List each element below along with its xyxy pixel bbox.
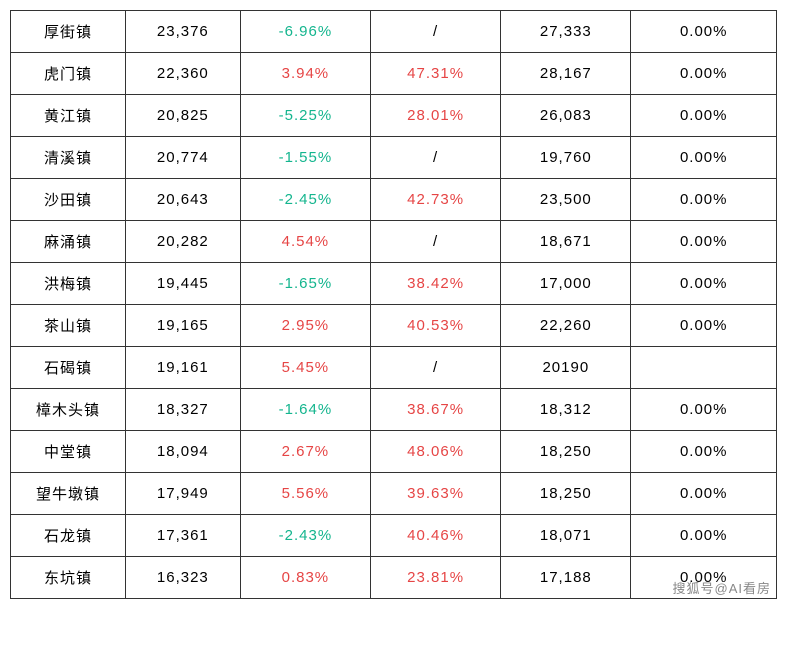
- cell-yoy: /: [371, 11, 501, 53]
- cell-price2: 23,500: [501, 179, 631, 221]
- table-row: 黄江镇20,825-5.25%28.01%26,0830.00%: [11, 95, 777, 137]
- cell-price: 20,825: [125, 95, 240, 137]
- table-row: 茶山镇19,1652.95%40.53%22,2600.00%: [11, 305, 777, 347]
- cell-price: 17,361: [125, 515, 240, 557]
- cell-pct2: [631, 347, 777, 389]
- cell-price2: 18,071: [501, 515, 631, 557]
- cell-mom: -6.96%: [240, 11, 370, 53]
- cell-price: 16,323: [125, 557, 240, 599]
- cell-town: 东坑镇: [11, 557, 126, 599]
- cell-town: 望牛墩镇: [11, 473, 126, 515]
- cell-price: 23,376: [125, 11, 240, 53]
- cell-mom: -1.55%: [240, 137, 370, 179]
- cell-yoy: 28.01%: [371, 95, 501, 137]
- cell-town: 清溪镇: [11, 137, 126, 179]
- table-row: 沙田镇20,643-2.45%42.73%23,5000.00%: [11, 179, 777, 221]
- cell-yoy: 40.53%: [371, 305, 501, 347]
- cell-price: 20,774: [125, 137, 240, 179]
- cell-mom: 5.45%: [240, 347, 370, 389]
- cell-town: 茶山镇: [11, 305, 126, 347]
- table-row: 石碣镇19,1615.45%/20190: [11, 347, 777, 389]
- cell-yoy: 48.06%: [371, 431, 501, 473]
- cell-mom: -1.64%: [240, 389, 370, 431]
- cell-pct2: 0.00%: [631, 221, 777, 263]
- cell-mom: 3.94%: [240, 53, 370, 95]
- cell-yoy: 47.31%: [371, 53, 501, 95]
- table-row: 东坑镇16,3230.83%23.81%17,1880.00%: [11, 557, 777, 599]
- cell-yoy: 38.42%: [371, 263, 501, 305]
- cell-price2: 17,188: [501, 557, 631, 599]
- cell-town: 厚街镇: [11, 11, 126, 53]
- cell-pct2: 0.00%: [631, 305, 777, 347]
- cell-pct2: 0.00%: [631, 95, 777, 137]
- table-row: 中堂镇18,0942.67%48.06%18,2500.00%: [11, 431, 777, 473]
- cell-yoy: 42.73%: [371, 179, 501, 221]
- cell-price: 19,445: [125, 263, 240, 305]
- cell-pct2: 0.00%: [631, 137, 777, 179]
- cell-mom: 2.95%: [240, 305, 370, 347]
- cell-mom: -1.65%: [240, 263, 370, 305]
- table-row: 望牛墩镇17,9495.56%39.63%18,2500.00%: [11, 473, 777, 515]
- cell-yoy: 38.67%: [371, 389, 501, 431]
- cell-price2: 18,250: [501, 431, 631, 473]
- cell-pct2: 0.00%: [631, 389, 777, 431]
- price-table: 厚街镇23,376-6.96%/27,3330.00%虎门镇22,3603.94…: [10, 10, 777, 599]
- cell-town: 樟木头镇: [11, 389, 126, 431]
- cell-price2: 27,333: [501, 11, 631, 53]
- cell-price2: 28,167: [501, 53, 631, 95]
- cell-price2: 17,000: [501, 263, 631, 305]
- cell-mom: -5.25%: [240, 95, 370, 137]
- cell-mom: 5.56%: [240, 473, 370, 515]
- cell-price: 17,949: [125, 473, 240, 515]
- cell-pct2: 0.00%: [631, 263, 777, 305]
- cell-price2: 18,250: [501, 473, 631, 515]
- cell-yoy: /: [371, 137, 501, 179]
- cell-town: 石龙镇: [11, 515, 126, 557]
- watermark-text: 搜狐号@AI看房: [673, 578, 771, 597]
- cell-mom: -2.45%: [240, 179, 370, 221]
- cell-yoy: /: [371, 347, 501, 389]
- cell-town: 中堂镇: [11, 431, 126, 473]
- table-row: 洪梅镇19,445-1.65%38.42%17,0000.00%: [11, 263, 777, 305]
- table-row: 厚街镇23,376-6.96%/27,3330.00%: [11, 11, 777, 53]
- cell-town: 麻涌镇: [11, 221, 126, 263]
- table-row: 虎门镇22,3603.94%47.31%28,1670.00%: [11, 53, 777, 95]
- cell-mom: 2.67%: [240, 431, 370, 473]
- cell-price: 18,094: [125, 431, 240, 473]
- cell-yoy: 23.81%: [371, 557, 501, 599]
- cell-pct2: 0.00%: [631, 431, 777, 473]
- cell-price: 18,327: [125, 389, 240, 431]
- cell-price: 19,165: [125, 305, 240, 347]
- table-row: 石龙镇17,361-2.43%40.46%18,0710.00%: [11, 515, 777, 557]
- cell-pct2: 0.00%: [631, 515, 777, 557]
- cell-pct2: 0.00%: [631, 53, 777, 95]
- cell-town: 黄江镇: [11, 95, 126, 137]
- cell-town: 虎门镇: [11, 53, 126, 95]
- cell-price2: 26,083: [501, 95, 631, 137]
- cell-mom: 0.83%: [240, 557, 370, 599]
- cell-yoy: 39.63%: [371, 473, 501, 515]
- cell-price: 20,643: [125, 179, 240, 221]
- cell-price2: 19,760: [501, 137, 631, 179]
- cell-price2: 18,671: [501, 221, 631, 263]
- cell-yoy: /: [371, 221, 501, 263]
- cell-pct2: 0.00%: [631, 11, 777, 53]
- cell-yoy: 40.46%: [371, 515, 501, 557]
- table-row: 樟木头镇18,327-1.64%38.67%18,3120.00%: [11, 389, 777, 431]
- cell-price2: 18,312: [501, 389, 631, 431]
- table-row: 麻涌镇20,2824.54%/18,6710.00%: [11, 221, 777, 263]
- cell-mom: 4.54%: [240, 221, 370, 263]
- cell-price: 20,282: [125, 221, 240, 263]
- cell-town: 石碣镇: [11, 347, 126, 389]
- cell-mom: -2.43%: [240, 515, 370, 557]
- cell-price2: 20190: [501, 347, 631, 389]
- cell-pct2: 0.00%: [631, 179, 777, 221]
- cell-price2: 22,260: [501, 305, 631, 347]
- table-row: 清溪镇20,774-1.55%/19,7600.00%: [11, 137, 777, 179]
- cell-price: 22,360: [125, 53, 240, 95]
- cell-price: 19,161: [125, 347, 240, 389]
- cell-pct2: 0.00%: [631, 473, 777, 515]
- cell-town: 洪梅镇: [11, 263, 126, 305]
- cell-town: 沙田镇: [11, 179, 126, 221]
